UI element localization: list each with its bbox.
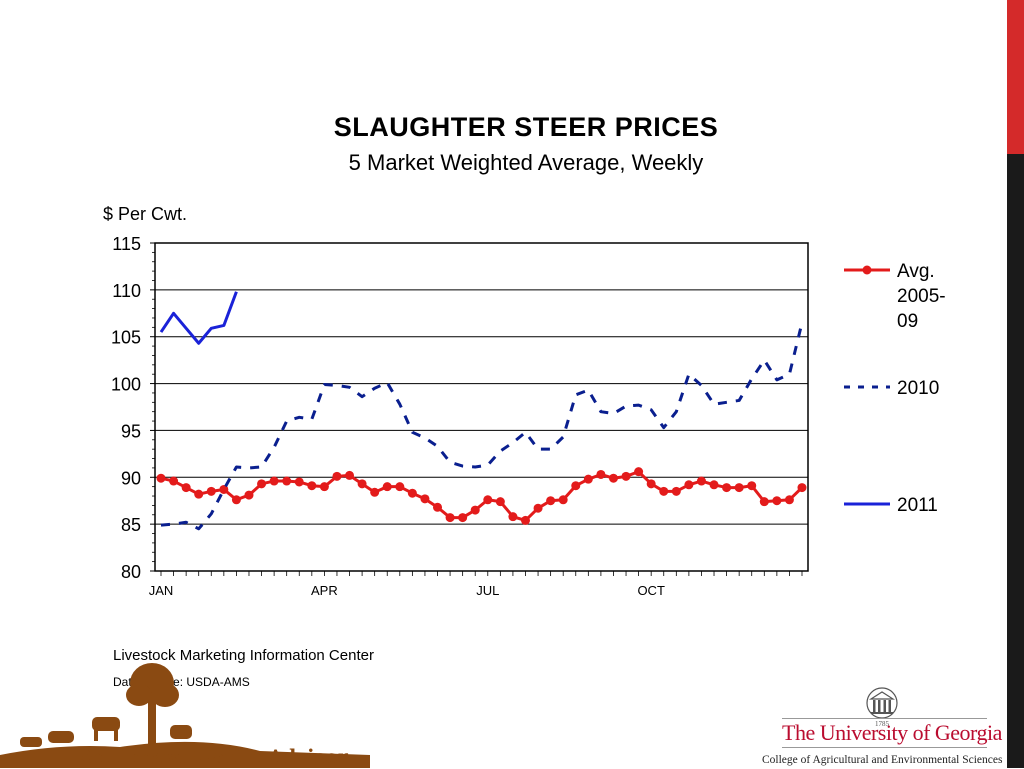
series-point-0 bbox=[244, 490, 254, 500]
series-point-0 bbox=[696, 476, 706, 486]
plot-area bbox=[154, 242, 809, 572]
series-point-0 bbox=[621, 471, 631, 481]
y-tick-label: 110 bbox=[112, 281, 141, 301]
y-tick-label: 95 bbox=[121, 421, 141, 441]
series-point-0 bbox=[495, 497, 505, 507]
series-point-0 bbox=[659, 486, 669, 496]
series-point-0 bbox=[345, 470, 355, 480]
y-tick-label: 100 bbox=[111, 375, 141, 395]
series-point-0 bbox=[646, 479, 656, 489]
series-point-0 bbox=[596, 469, 606, 479]
series-point-0 bbox=[483, 495, 493, 505]
series-point-0 bbox=[546, 496, 556, 506]
legend-label-0: Avg. bbox=[897, 261, 935, 282]
axes: 80 85 90 95 100 105 110 115 JAN APR JUL OCT bbox=[111, 234, 803, 598]
series-point-0 bbox=[319, 482, 329, 492]
series-point-0 bbox=[734, 483, 744, 493]
series-point-0 bbox=[169, 476, 179, 486]
logo-text-attle: attle bbox=[212, 746, 269, 768]
y-axis-unit-label: $ Per Cwt. bbox=[103, 204, 188, 224]
side-bar-red bbox=[1007, 0, 1024, 154]
series-point-0 bbox=[420, 494, 430, 504]
x-tick-label: APR bbox=[311, 583, 338, 598]
series-point-0 bbox=[508, 512, 518, 522]
series-point-0 bbox=[219, 484, 229, 494]
series-point-0 bbox=[231, 495, 241, 505]
series-point-0 bbox=[282, 476, 292, 486]
southeast-cattle-advisor-logo bbox=[0, 663, 370, 768]
y-tick-label: 80 bbox=[121, 562, 141, 582]
legend: Avg. 2005- 09 2010 2011 bbox=[844, 261, 946, 516]
uga-year: 1785 bbox=[875, 720, 890, 728]
series-point-0 bbox=[357, 479, 367, 489]
side-bar-dark bbox=[1007, 154, 1024, 768]
series-point-0 bbox=[747, 481, 757, 491]
price-chart: 80 85 90 95 100 105 110 115 JAN APR JUL OCT Avg. 200… bbox=[111, 234, 946, 598]
series-point-0 bbox=[307, 481, 317, 491]
series-point-0 bbox=[332, 471, 342, 481]
series-point-0 bbox=[772, 496, 782, 506]
x-tick-label: JAN bbox=[149, 583, 174, 598]
series-point-0 bbox=[571, 481, 581, 491]
southeast-cattle-advisor-text: Southeast Cattle Advisor bbox=[80, 740, 348, 769]
logo-text-southeast: Southeast bbox=[80, 746, 194, 768]
series-point-0 bbox=[206, 486, 216, 496]
series-point-0 bbox=[533, 503, 543, 513]
y-tick-label: 90 bbox=[121, 468, 141, 488]
series-point-0 bbox=[722, 483, 732, 493]
series-point-0 bbox=[671, 486, 681, 496]
y-tick-label: 115 bbox=[112, 234, 141, 254]
y-tick-label: 105 bbox=[111, 328, 141, 348]
chart-subtitle: 5 Market Weighted Average, Weekly bbox=[348, 150, 704, 175]
series-point-0 bbox=[470, 505, 480, 515]
series-lines bbox=[156, 291, 807, 531]
series-point-0 bbox=[269, 476, 279, 486]
series-point-0 bbox=[257, 479, 267, 489]
series-point-0 bbox=[634, 467, 644, 477]
series-point-0 bbox=[445, 513, 455, 523]
legend-label-1: 2010 bbox=[897, 378, 939, 399]
series-point-0 bbox=[558, 495, 568, 505]
x-tick-label: JUL bbox=[476, 583, 499, 598]
legend-label-2: 2011 bbox=[897, 495, 938, 516]
series-point-0 bbox=[608, 473, 618, 483]
series-line-1 bbox=[160, 322, 804, 531]
logo-text-advisor: Advisor bbox=[268, 746, 348, 768]
logo-text-c: C bbox=[193, 740, 213, 769]
legend-label-0: 2005- bbox=[897, 286, 946, 307]
legend-marker-0 bbox=[862, 265, 872, 275]
series-point-0 bbox=[156, 473, 166, 483]
series-point-0 bbox=[759, 497, 769, 507]
series-point-0 bbox=[370, 487, 380, 497]
uga-name: The University of Georgia bbox=[782, 718, 1002, 748]
series-point-0 bbox=[684, 480, 694, 490]
series-point-0 bbox=[797, 483, 807, 493]
series-point-0 bbox=[194, 489, 204, 499]
series-line-2 bbox=[159, 291, 238, 345]
y-tick-label: 85 bbox=[121, 515, 141, 535]
series-point-0 bbox=[520, 515, 530, 525]
gridlines bbox=[155, 289, 808, 525]
series-point-0 bbox=[583, 474, 593, 484]
series-point-0 bbox=[709, 480, 719, 490]
source-label: Livestock Marketing Information Center bbox=[113, 647, 374, 664]
uga-college: College of Agricultural and Environmenta… bbox=[762, 754, 1003, 766]
legend-label-0: 09 bbox=[897, 311, 918, 332]
chart-title: SLAUGHTER STEER PRICES bbox=[333, 112, 719, 142]
series-line-0 bbox=[160, 470, 804, 522]
series-point-0 bbox=[294, 477, 304, 487]
series-point-0 bbox=[458, 513, 468, 523]
series-point-0 bbox=[181, 483, 191, 493]
series-point-0 bbox=[382, 482, 392, 492]
series-point-0 bbox=[784, 495, 794, 505]
series-point-0 bbox=[407, 488, 417, 498]
series-point-0 bbox=[395, 482, 405, 492]
x-tick-label: OCT bbox=[637, 583, 665, 598]
series-point-0 bbox=[433, 502, 443, 512]
